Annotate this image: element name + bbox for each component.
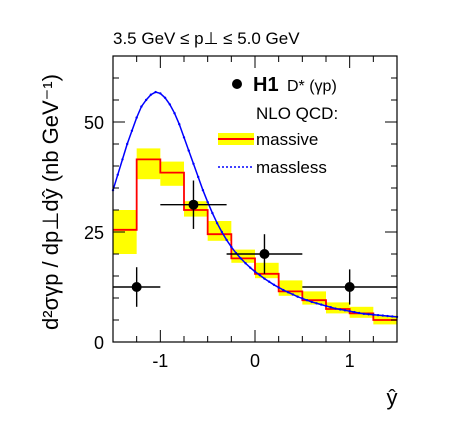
y-tick-label-2: 50 <box>84 113 104 133</box>
massless-point-11 <box>163 96 167 100</box>
massless-point-20 <box>206 200 209 204</box>
massless-point-38 <box>291 293 295 296</box>
massless-point-3 <box>126 142 129 146</box>
x-tick-label-0: -1 <box>152 351 168 371</box>
massless-point-43 <box>315 302 318 305</box>
x-axis-label: ŷ <box>387 385 398 410</box>
h1-data-points <box>113 180 397 307</box>
massless-point-4 <box>130 129 134 132</box>
massless-point-6 <box>140 105 143 108</box>
massless-point-12 <box>168 103 171 106</box>
chart-title: 3.5 GeV ≤ p⊥ ≤ 5.0 GeV <box>113 29 300 48</box>
h1-point-2 <box>226 234 303 274</box>
massless-point-16 <box>187 149 190 152</box>
h1-point-3 <box>302 269 397 305</box>
massless-point-41 <box>305 299 309 302</box>
massless-point-33 <box>268 280 271 283</box>
y-axis-label: d²σγp / dp⊥dŷ (nb GeV⁻¹) <box>38 74 63 330</box>
h1-marker-1 <box>188 199 199 210</box>
massless-point-44 <box>320 303 323 306</box>
massive-band-bin-10 <box>349 306 374 318</box>
massless-point-19 <box>201 189 205 192</box>
massless-point-48 <box>339 308 342 311</box>
massless-point-32 <box>263 277 266 280</box>
plot-frame <box>112 55 398 343</box>
x-tick-label-1: 0 <box>250 351 260 371</box>
legend-h1-label: H1 <box>253 74 279 96</box>
massless-point-27 <box>239 257 242 260</box>
h1-marker-2 <box>259 249 270 259</box>
massless-point-35 <box>277 286 280 289</box>
massless-point-8 <box>149 93 153 96</box>
massless-curve <box>112 91 398 318</box>
massless-point-25 <box>230 245 233 249</box>
massless-point-21 <box>211 211 214 215</box>
legend-massive-label: massive <box>256 130 318 149</box>
massive-band-bin-9 <box>326 302 350 314</box>
massless-point-18 <box>197 175 200 179</box>
massless-point-24 <box>225 238 228 242</box>
massless-point-2 <box>121 158 124 161</box>
x-tick-label-2: 1 <box>345 351 355 371</box>
massless-point-13 <box>173 112 176 115</box>
massless-point-49 <box>343 309 347 312</box>
y-tick-label-1: 25 <box>84 223 104 243</box>
massless-point-54 <box>367 313 370 316</box>
legend-massless-label: massless <box>256 158 327 177</box>
massless-point-36 <box>282 288 285 292</box>
massive-band-bin-5 <box>231 249 255 263</box>
massless-point-55 <box>372 313 375 316</box>
y-tick-label-0: 0 <box>94 333 104 353</box>
massless-point-52 <box>357 311 361 315</box>
massive-series <box>113 158 397 321</box>
axis-ticks <box>112 55 398 343</box>
massless-point-23 <box>220 230 224 234</box>
massive-band-bin-2 <box>160 161 184 186</box>
massless-point-53 <box>362 312 366 316</box>
massive-histogram-line <box>113 158 397 321</box>
massless-point-5 <box>135 116 138 119</box>
massless-point-7 <box>144 98 148 102</box>
massless-point-40 <box>301 297 304 300</box>
massless-point-57 <box>381 314 384 317</box>
massless-series <box>111 90 399 319</box>
massive-band-bin-1 <box>136 148 161 180</box>
massless-point-37 <box>286 291 290 294</box>
massless-point-22 <box>215 222 219 225</box>
massive-band-bin-6 <box>255 262 279 279</box>
tick-labels: -1 0 1 0 25 50 <box>84 113 355 371</box>
massive-uncertainty-band <box>113 148 397 325</box>
massless-point-45 <box>324 304 328 308</box>
massless-point-14 <box>178 123 181 126</box>
massless-point-29 <box>249 266 252 269</box>
massless-point-9 <box>154 90 157 94</box>
h1-marker-0 <box>131 282 142 292</box>
massless-point-58 <box>386 314 389 318</box>
h1-point-0 <box>113 267 161 307</box>
massless-point-59 <box>391 315 394 318</box>
massless-point-34 <box>272 283 276 286</box>
massless-point-17 <box>192 162 195 165</box>
massless-point-51 <box>353 310 356 314</box>
massless-point-28 <box>244 262 247 265</box>
massless-point-15 <box>182 136 186 139</box>
massless-point-1 <box>116 173 119 176</box>
massive-band-bin-4 <box>207 221 232 241</box>
legend-theory-heading: NLO QCD: <box>256 104 338 123</box>
massless-point-50 <box>348 310 351 313</box>
h1-marker-3 <box>344 282 355 292</box>
legend-h1-marker <box>232 79 242 89</box>
massless-point-56 <box>376 313 380 317</box>
massless-point-31 <box>258 273 261 277</box>
massless-point-42 <box>310 300 313 304</box>
massless-point-39 <box>296 295 299 298</box>
massless-point-10 <box>159 92 162 95</box>
legend-measurement-label: D* (γp) <box>287 78 337 95</box>
massless-point-47 <box>334 307 337 310</box>
massless-point-46 <box>329 306 332 309</box>
legend: H1 D* (γp) NLO QCD: massive massless <box>218 74 338 177</box>
h1-point-1 <box>160 180 227 229</box>
massless-point-30 <box>253 270 257 273</box>
